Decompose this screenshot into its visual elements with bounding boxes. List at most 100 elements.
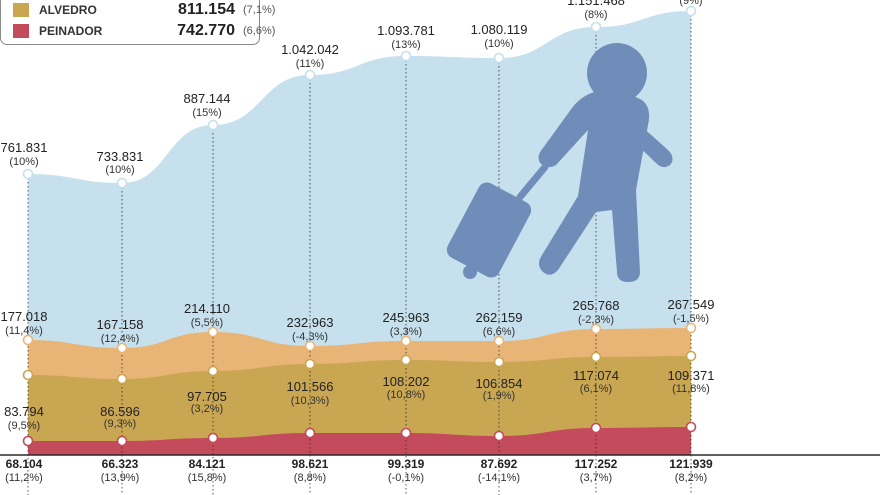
marker-peinador [116, 435, 128, 447]
pct-label-total: (10%) [484, 38, 513, 50]
pct-label-total: (15%) [192, 107, 221, 119]
marker-peinador [304, 427, 316, 439]
value-label-total: 1.080.119 [471, 22, 528, 37]
area-alvedro [28, 356, 691, 455]
value-label-peinador: 66.323 [102, 457, 139, 471]
pct-label-alvedro: (3,2%) [191, 403, 223, 415]
marker-orange [493, 335, 505, 347]
value-label-total: 1.042.042 [281, 42, 339, 57]
marker-alvedro [400, 354, 412, 366]
legend-name: ALVEDRO [39, 3, 97, 17]
pct-label-orange: (5,5%) [191, 317, 223, 329]
marker-orange [207, 326, 219, 338]
marker-total [304, 69, 316, 81]
value-label-total: 1.093.781 [377, 23, 435, 38]
marker-orange [590, 323, 602, 335]
marker-total [116, 177, 128, 189]
pct-label-orange: (-1,5%) [673, 313, 709, 325]
marker-alvedro [493, 356, 505, 368]
pct-label-alvedro: (1,9%) [483, 390, 515, 402]
value-label-orange: 245.963 [383, 310, 430, 325]
value-label-peinador: 84.121 [189, 457, 226, 471]
value-label-orange: 267.549 [668, 297, 715, 312]
marker-peinador [590, 422, 602, 434]
pct-label-orange: (3,3%) [390, 326, 422, 338]
pct-label-orange: (12,4%) [101, 333, 140, 345]
value-label-total: 1.151.468 [567, 0, 625, 8]
value-label-alvedro: 86.596 [100, 404, 140, 419]
marker-peinador [685, 421, 697, 433]
marker-total [493, 52, 505, 64]
area-peinador [28, 427, 691, 455]
pct-label-alvedro: (6,1%) [580, 383, 612, 395]
pct-label-peinador: (-0,1%) [388, 472, 424, 484]
value-label-peinador: 98.621 [292, 457, 329, 471]
pct-label-total: (8%) [584, 9, 607, 21]
value-label-peinador: 68.104 [6, 457, 43, 471]
value-label-peinador: 117.252 [575, 457, 618, 471]
legend-value: 742.770 [177, 22, 235, 39]
legend-row-peinador: PEINADOR 742.770 (6,6%) [13, 22, 275, 40]
legend-pct: (7,1%) [243, 4, 276, 16]
marker-alvedro [685, 350, 697, 362]
value-label-orange: 262.159 [476, 310, 523, 325]
pct-label-peinador: (13,9%) [101, 472, 140, 484]
value-label-orange: 265.768 [573, 298, 620, 313]
legend-swatch-alvedro [13, 3, 29, 17]
marker-total [207, 119, 219, 131]
marker-alvedro [304, 358, 316, 370]
legend-name: PEINADOR [39, 24, 103, 38]
data-labels: 761.831(10%) 733.831(10%)887.144(15%)1.04… [1, 0, 715, 484]
legend-pct: (6,6%) [243, 25, 276, 37]
pct-label-alvedro: (10,8%) [387, 389, 426, 401]
pct-label-orange: (6,6%) [483, 326, 515, 338]
area-layers [0, 11, 880, 456]
marker-peinador [493, 430, 505, 442]
pct-label-alvedro: (10,3%) [291, 395, 330, 407]
pct-label-alvedro: (11,8%) [672, 383, 710, 395]
pct-label-alvedro: (9,3%) [104, 418, 136, 430]
pct-label-total: (11%) [296, 58, 325, 70]
legend-row-alvedro: ALVEDRO 811.154 (7,1%) [13, 1, 275, 19]
marker-total [400, 50, 412, 62]
value-label-peinador: 121.939 [669, 457, 713, 471]
value-label-alvedro: 117.074 [573, 368, 619, 383]
pct-label-alvedro: (9,5%) [8, 420, 40, 432]
marker-alvedro [116, 373, 128, 385]
pct-label-peinador: (11,2%) [5, 472, 43, 484]
pct-label-total: (10%) [9, 156, 38, 168]
marker-orange [304, 340, 316, 352]
marker-peinador [22, 435, 34, 447]
marker-peinador [207, 432, 219, 444]
value-label-orange: 167.158 [97, 317, 144, 332]
value-label-alvedro: 83.794 [4, 404, 44, 419]
pct-label-peinador: (-14,1%) [478, 472, 520, 484]
value-label-alvedro: 101.566 [287, 379, 334, 394]
value-label-alvedro: 106.854 [476, 376, 523, 391]
value-label-orange: 177.018 [1, 309, 48, 324]
data-markers [22, 5, 697, 447]
marker-alvedro [590, 351, 602, 363]
marker-alvedro [22, 369, 34, 381]
pct-label-peinador: (8,8%) [294, 472, 326, 484]
pct-label-total: (10%) [105, 164, 134, 176]
marker-total [22, 168, 34, 180]
pct-label-total: (9%) [679, 0, 702, 7]
marker-orange [685, 322, 697, 334]
legend-value: 811.154 [178, 1, 235, 18]
value-label-alvedro: 97.705 [187, 389, 227, 404]
traveler-with-suitcase-icon [446, 43, 673, 282]
marker-orange [116, 342, 128, 354]
value-label-peinador: 99.319 [388, 457, 425, 471]
value-label-total: 887.144 [184, 91, 231, 106]
marker-peinador [400, 427, 412, 439]
value-label-orange: 232.963 [287, 315, 334, 330]
marker-orange [400, 335, 412, 347]
value-label-orange: 214.110 [184, 301, 230, 316]
value-label-peinador: 87.692 [481, 457, 518, 471]
marker-alvedro [207, 365, 219, 377]
value-label-alvedro: 109.371 [668, 368, 715, 383]
value-label-total: 761.831 [1, 140, 48, 155]
pct-label-peinador: (8,2%) [675, 472, 707, 484]
